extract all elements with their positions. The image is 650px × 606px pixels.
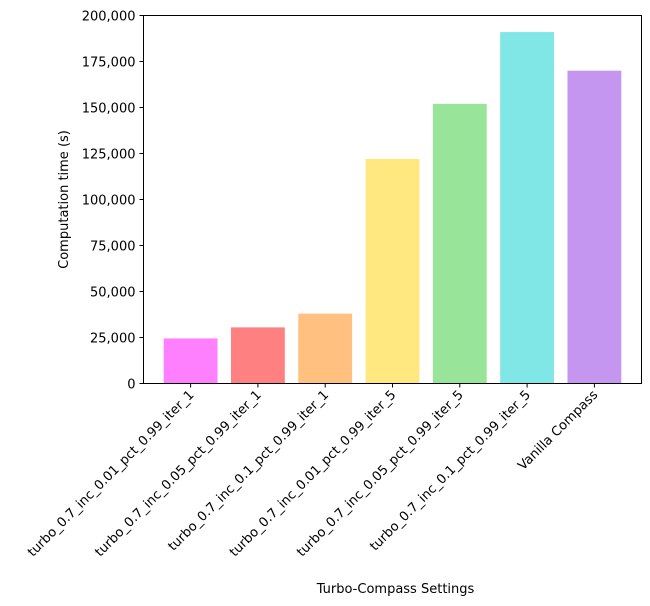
- bar-5: [432, 103, 487, 384]
- bar-3: [298, 313, 353, 384]
- plot-frame: [143, 15, 642, 384]
- y-tick-label: 75,000: [90, 240, 136, 255]
- y-tick-label: 0: [127, 378, 135, 393]
- bar-1: [163, 338, 218, 384]
- bar-2: [230, 327, 285, 384]
- y-axis-label: Computation time (s): [57, 130, 72, 269]
- bars-group: [163, 32, 622, 384]
- bar-6: [500, 32, 555, 384]
- y-axis: 0 25,000 50,000 75,000 100,000 125,000 150,000…: [82, 10, 144, 393]
- y-tick-label: 200,000: [82, 10, 136, 25]
- bar-7: [567, 70, 622, 384]
- bar-4: [365, 159, 420, 384]
- x-axis-label: Turbo-Compass Settings: [316, 582, 475, 597]
- x-axis: turbo_0.7_inc_0.01_pct_0.99_iter_1turbo_…: [25, 383, 601, 560]
- y-tick-label: 25,000: [90, 332, 136, 347]
- y-tick-label: 50,000: [90, 286, 136, 301]
- y-tick-label: 175,000: [82, 56, 136, 71]
- y-tick-label: 100,000: [82, 194, 136, 209]
- y-tick-label: 125,000: [82, 148, 136, 163]
- y-tick-label: 150,000: [82, 102, 136, 117]
